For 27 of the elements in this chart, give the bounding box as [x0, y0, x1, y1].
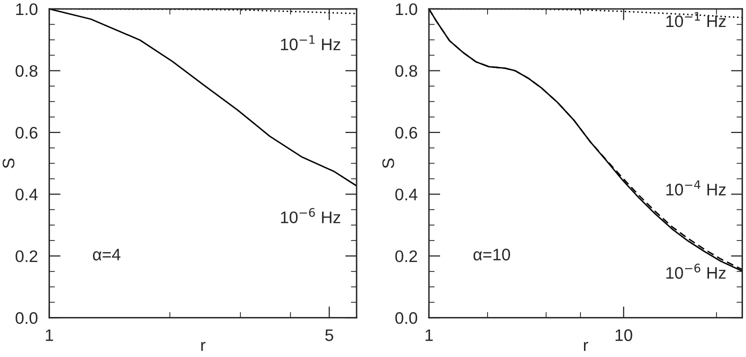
x-tick-label: 1 [46, 329, 54, 341]
y-tick-label: 0.0 [16, 312, 38, 324]
x-tick-label: 5 [325, 329, 334, 342]
y-axis-title: S [382, 158, 394, 168]
x-tick-label: 10 [616, 329, 632, 342]
y-tick-label: 0.0 [395, 312, 418, 324]
y-tick-label: 1.0 [16, 3, 38, 16]
x-axis-title: r [584, 342, 588, 351]
y-tick-label: 0.2 [395, 250, 418, 262]
annotation: 10$^{−4}$ Hz [666, 180, 726, 196]
y-tick-label: 0.8 [16, 65, 38, 77]
y-tick-label: 0.4 [16, 188, 38, 200]
x-tick-label: 1 [426, 329, 433, 341]
y-tick-label: 1.0 [396, 3, 418, 16]
annotation: α=4 [92, 248, 120, 260]
annotation: 10$^{−1}$ Hz [666, 12, 726, 28]
y-tick-label: 0.6 [395, 126, 418, 139]
annotation: 10$^{−6}$ Hz [280, 208, 340, 224]
y-axis-title: S [2, 158, 14, 168]
y-tick-label: 0.2 [16, 250, 38, 262]
y-tick-label: 0.6 [16, 126, 38, 139]
x-axis-title: r [201, 342, 206, 351]
annotation: 10$^{−6}$ Hz [666, 264, 726, 279]
y-tick-label: 0.4 [395, 188, 418, 200]
annotation: α=10 [474, 248, 510, 260]
annotation: 10$^{−1}$ Hz [280, 35, 340, 50]
y-tick-label: 0.8 [395, 65, 418, 77]
